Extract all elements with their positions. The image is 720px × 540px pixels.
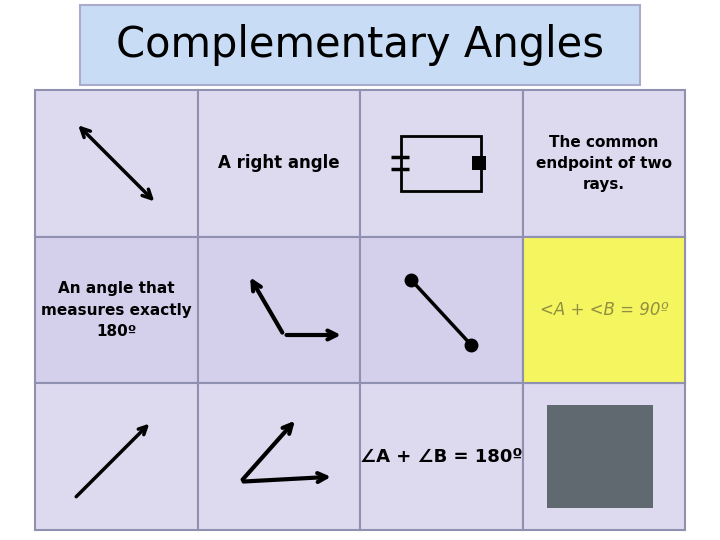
Bar <box>35 383 197 530</box>
Text: The common
endpoint of two
rays.: The common endpoint of two rays. <box>536 135 672 192</box>
Bar <box>80 5 640 85</box>
Bar <box>523 383 685 530</box>
Text: Complementary Angles: Complementary Angles <box>116 24 604 66</box>
Bar <box>197 90 360 237</box>
Bar <box>523 237 685 383</box>
Text: A right angle: A right angle <box>218 154 340 172</box>
Bar <box>35 237 197 383</box>
Bar <box>401 136 481 191</box>
Bar <box>197 383 360 530</box>
Text: An angle that
measures exactly
180º: An angle that measures exactly 180º <box>41 281 192 339</box>
Bar <box>197 237 360 383</box>
Bar <box>523 237 685 383</box>
Bar <box>523 90 685 237</box>
Bar <box>472 157 486 170</box>
Bar <box>547 406 652 508</box>
Bar <box>360 383 523 530</box>
Bar <box>35 90 197 237</box>
Bar <box>360 237 523 383</box>
Text: ∠A + ∠B = 180º: ∠A + ∠B = 180º <box>360 448 523 465</box>
Text: <A + <B = 90º: <A + <B = 90º <box>539 301 668 319</box>
Bar <box>360 90 523 237</box>
